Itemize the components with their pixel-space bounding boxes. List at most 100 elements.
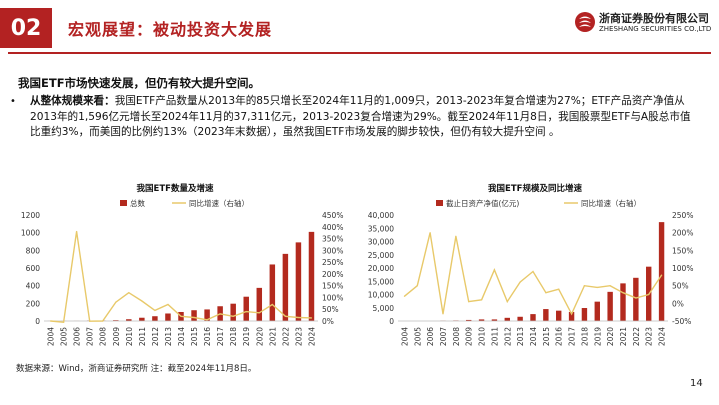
- x-tick-label: 2019: [593, 327, 602, 346]
- x-tick-label: 2005: [413, 327, 422, 346]
- y-left-tick-label: 30,000: [368, 238, 394, 247]
- bar-2020: [256, 287, 263, 321]
- x-tick-label: 2014: [529, 327, 538, 346]
- y-right-tick-label: 300%: [322, 246, 343, 255]
- y-left-tick-label: 200: [26, 299, 41, 308]
- x-tick-label: 2012: [503, 327, 512, 346]
- y-right-tick-label: 150%: [672, 246, 693, 255]
- growth-point-2017: [219, 313, 221, 315]
- x-tick-label: 2018: [580, 327, 589, 346]
- bar-2015: [543, 309, 549, 321]
- x-tick-label: 2017: [568, 327, 577, 346]
- x-tick-label: 2022: [632, 327, 641, 346]
- bar-2022: [282, 253, 289, 321]
- bar-2024: [658, 222, 665, 321]
- growth-point-2007: [89, 320, 91, 322]
- growth-point-2010: [480, 299, 483, 301]
- x-tick-label: 2017: [216, 327, 225, 346]
- x-tick-label: 2024: [658, 327, 667, 346]
- x-tick-label: 2019: [242, 327, 251, 346]
- y-right-tick-label: 350%: [322, 235, 343, 244]
- growth-point-2019: [596, 286, 598, 289]
- bar-2012: [504, 317, 510, 321]
- slide-title: 宏观展望：被动投资大发展: [68, 20, 273, 39]
- growth-point-2023: [297, 316, 300, 319]
- section-subheading: 我国ETF市场快速发展，但仍有较大提升空间。: [18, 76, 261, 90]
- growth-point-2004: [49, 320, 52, 322]
- x-tick-label: 2023: [645, 327, 654, 346]
- y-left-tick-label: 25,000: [368, 251, 394, 260]
- x-tick-label: 2006: [73, 327, 82, 346]
- growth-point-2013: [167, 303, 169, 306]
- bar-2015: [191, 310, 197, 321]
- x-tick-label: 2004: [400, 327, 409, 346]
- growth-point-2011: [141, 300, 143, 302]
- y-right-tick-label: -50%: [672, 317, 691, 326]
- bar-2021: [269, 264, 276, 321]
- bar-2011: [491, 319, 498, 321]
- chart-title: 我国ETF规模及同比增速: [488, 183, 582, 194]
- chart-legend: 总数 同比增速（右轴）: [120, 198, 249, 208]
- y-right-tick-label: 200%: [322, 270, 343, 279]
- x-tick-label: 2009: [465, 327, 474, 346]
- chart-title: 我国ETF数量及增速: [137, 183, 214, 194]
- x-tick-label: 2021: [268, 327, 277, 346]
- y-right-tick-label: 250%: [672, 211, 693, 220]
- bar-2009: [466, 319, 472, 321]
- x-tick-label: 2022: [281, 327, 290, 346]
- bar-2018: [230, 303, 236, 321]
- data-source-note: 数据来源：Wind，浙商证券研究所 注：截至2024年11月8日。: [16, 364, 257, 374]
- x-tick-label: 2024: [307, 327, 316, 346]
- bar-2021: [620, 283, 626, 321]
- y-left-tick-label: 600: [26, 264, 41, 273]
- x-tick-label: 2008: [99, 327, 108, 346]
- growth-point-2015: [545, 292, 547, 294]
- y-right-tick-label: 0%: [672, 299, 684, 308]
- x-tick-label: 2010: [478, 327, 487, 346]
- y-right-tick-label: 150%: [322, 282, 343, 291]
- x-tick-label: 2014: [177, 327, 186, 346]
- growth-point-2008: [102, 320, 104, 322]
- growth-point-2011: [493, 269, 496, 271]
- bullet-lead: 从整体规模来看：: [30, 95, 115, 107]
- growth-point-2005: [416, 285, 418, 287]
- header-divider: [8, 52, 711, 54]
- growth-point-2006: [76, 230, 78, 233]
- bar-2023: [295, 242, 302, 321]
- growth-point-2010: [128, 292, 130, 294]
- y-left-tick-label: 1200: [21, 211, 40, 220]
- bar-2019: [243, 296, 249, 321]
- x-tick-label: 2011: [490, 327, 499, 346]
- x-tick-label: 2010: [125, 327, 134, 346]
- y-left-tick-label: 0: [389, 317, 394, 326]
- growth-point-2012: [506, 300, 508, 303]
- bar-2018: [581, 308, 588, 321]
- y-right-tick-label: 50%: [322, 305, 339, 314]
- growth-point-2009: [115, 301, 117, 303]
- growth-point-2022: [284, 315, 286, 317]
- x-tick-label: 2013: [516, 327, 525, 346]
- y-left-tick-label: 400: [26, 282, 41, 291]
- growth-point-2013: [519, 281, 521, 283]
- bar-2010: [478, 319, 485, 321]
- x-tick-label: 2018: [229, 327, 238, 346]
- growth-point-2016: [206, 319, 208, 321]
- y-right-tick-label: 0%: [322, 317, 334, 326]
- growth-point-2022: [635, 297, 637, 299]
- logo-company-name-en: ZHESHANG SECURITIES CO.,LTD: [599, 25, 712, 33]
- x-tick-label: 2004: [47, 327, 56, 346]
- growth-point-2018: [232, 315, 234, 317]
- page-number: 14: [690, 378, 703, 389]
- growth-point-2021: [622, 292, 624, 294]
- etf-size-chart: 我国ETF规模及同比增速 截止日资产净值(亿元) 同比增速（右轴） 0 5,000 10,…: [360, 183, 710, 355]
- growth-point-2017: [570, 313, 573, 315]
- growth-point-2014: [180, 315, 182, 317]
- y-left-tick-label: 5,000: [373, 304, 395, 313]
- bullet-dot-icon: •: [10, 96, 16, 107]
- growth-point-2004: [403, 295, 406, 297]
- x-tick-label: 2023: [294, 327, 303, 346]
- bullet-paragraph: 从整体规模来看：我国ETF产品数量从2013年的85只增长至2024年11月的1…: [30, 94, 695, 141]
- growth-point-2021: [271, 303, 273, 306]
